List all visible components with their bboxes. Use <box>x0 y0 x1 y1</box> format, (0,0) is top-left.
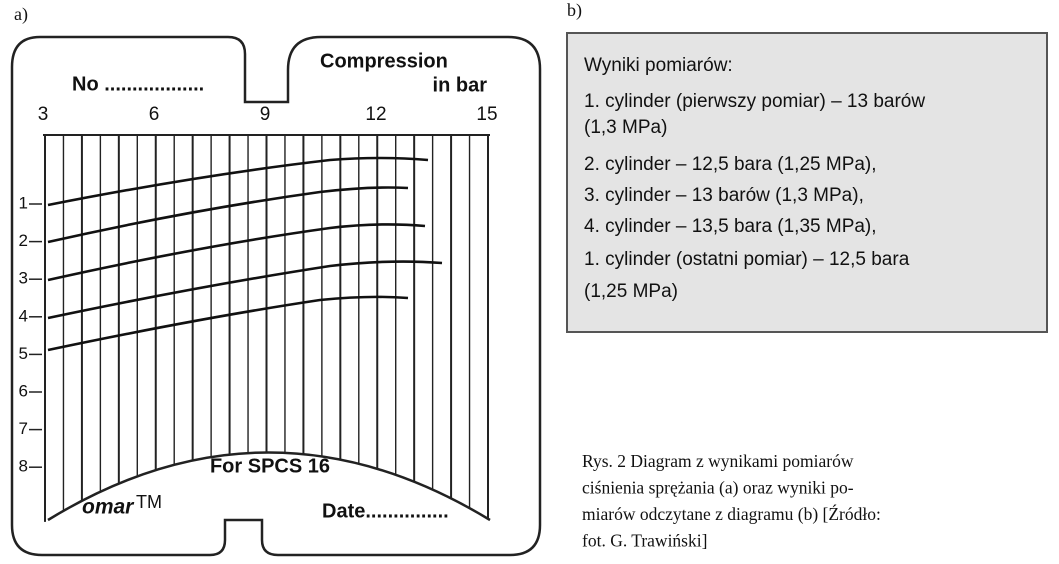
row-label: 5 <box>19 344 28 363</box>
result-line: 2. cylinder – 12,5 bara (1,25 MPa), <box>584 154 877 175</box>
panel-label: b) <box>567 0 582 21</box>
row-label: 8 <box>19 457 28 476</box>
caption-line: Rys. 2 Diagram z wynikami pomiarów <box>582 451 854 471</box>
caption: Rys. 2 Diagram z wynikami pomiarów ciśnie… <box>582 451 881 551</box>
panel-label: a) <box>14 4 28 25</box>
scale-label: 12 <box>365 104 386 125</box>
pressure-curves <box>48 158 442 350</box>
caption-line: fot. G. Trawiński] <box>582 531 707 551</box>
model-label: For SPCS 16 <box>210 455 330 477</box>
date-field: Date............... <box>322 500 449 522</box>
result-line: 1. cylinder (ostatni pomiar) – 12,5 bara <box>584 249 910 270</box>
figure-page: a) b) No .................. Compression … <box>0 0 1059 564</box>
result-line: (1,25 MPa) <box>584 281 678 302</box>
curve <box>48 224 425 280</box>
caption-line: miarów odczytane z diagramu (b) [Źródło: <box>582 504 881 524</box>
scale-label: 6 <box>149 104 160 125</box>
scale-label: 9 <box>260 104 271 125</box>
curve <box>48 262 442 318</box>
row-label: 3 <box>19 269 28 288</box>
caption-line: ciśnienia sprężania (a) oraz wyniki po- <box>582 478 854 498</box>
result-line: 4. cylinder – 13,5 bara (1,35 MPa), <box>584 216 877 237</box>
results-title: Wyniki pomiarów: <box>584 55 733 76</box>
result-line: 3. cylinder – 13 barów (1,3 MPa), <box>584 185 864 206</box>
curve <box>48 297 408 350</box>
result-line: (1,3 MPa) <box>584 117 667 138</box>
row-label: 2 <box>19 231 28 250</box>
card-outline <box>12 37 540 555</box>
row-label: 4 <box>19 306 28 325</box>
row-label: 7 <box>19 419 28 438</box>
trademark: TM <box>136 492 162 512</box>
scale-label: 15 <box>476 104 497 125</box>
row-label: 1 <box>19 193 28 212</box>
card-heading: Compression <box>320 50 448 72</box>
result-line: 1. cylinder (pierwszy pomiar) – 13 barów <box>584 91 925 112</box>
number-field: No .................. <box>72 73 204 95</box>
row-label: 6 <box>19 381 28 400</box>
curve <box>48 158 428 205</box>
scale-label: 3 <box>38 104 49 125</box>
card-heading: in bar <box>433 74 488 96</box>
brand: omar <box>82 496 135 519</box>
